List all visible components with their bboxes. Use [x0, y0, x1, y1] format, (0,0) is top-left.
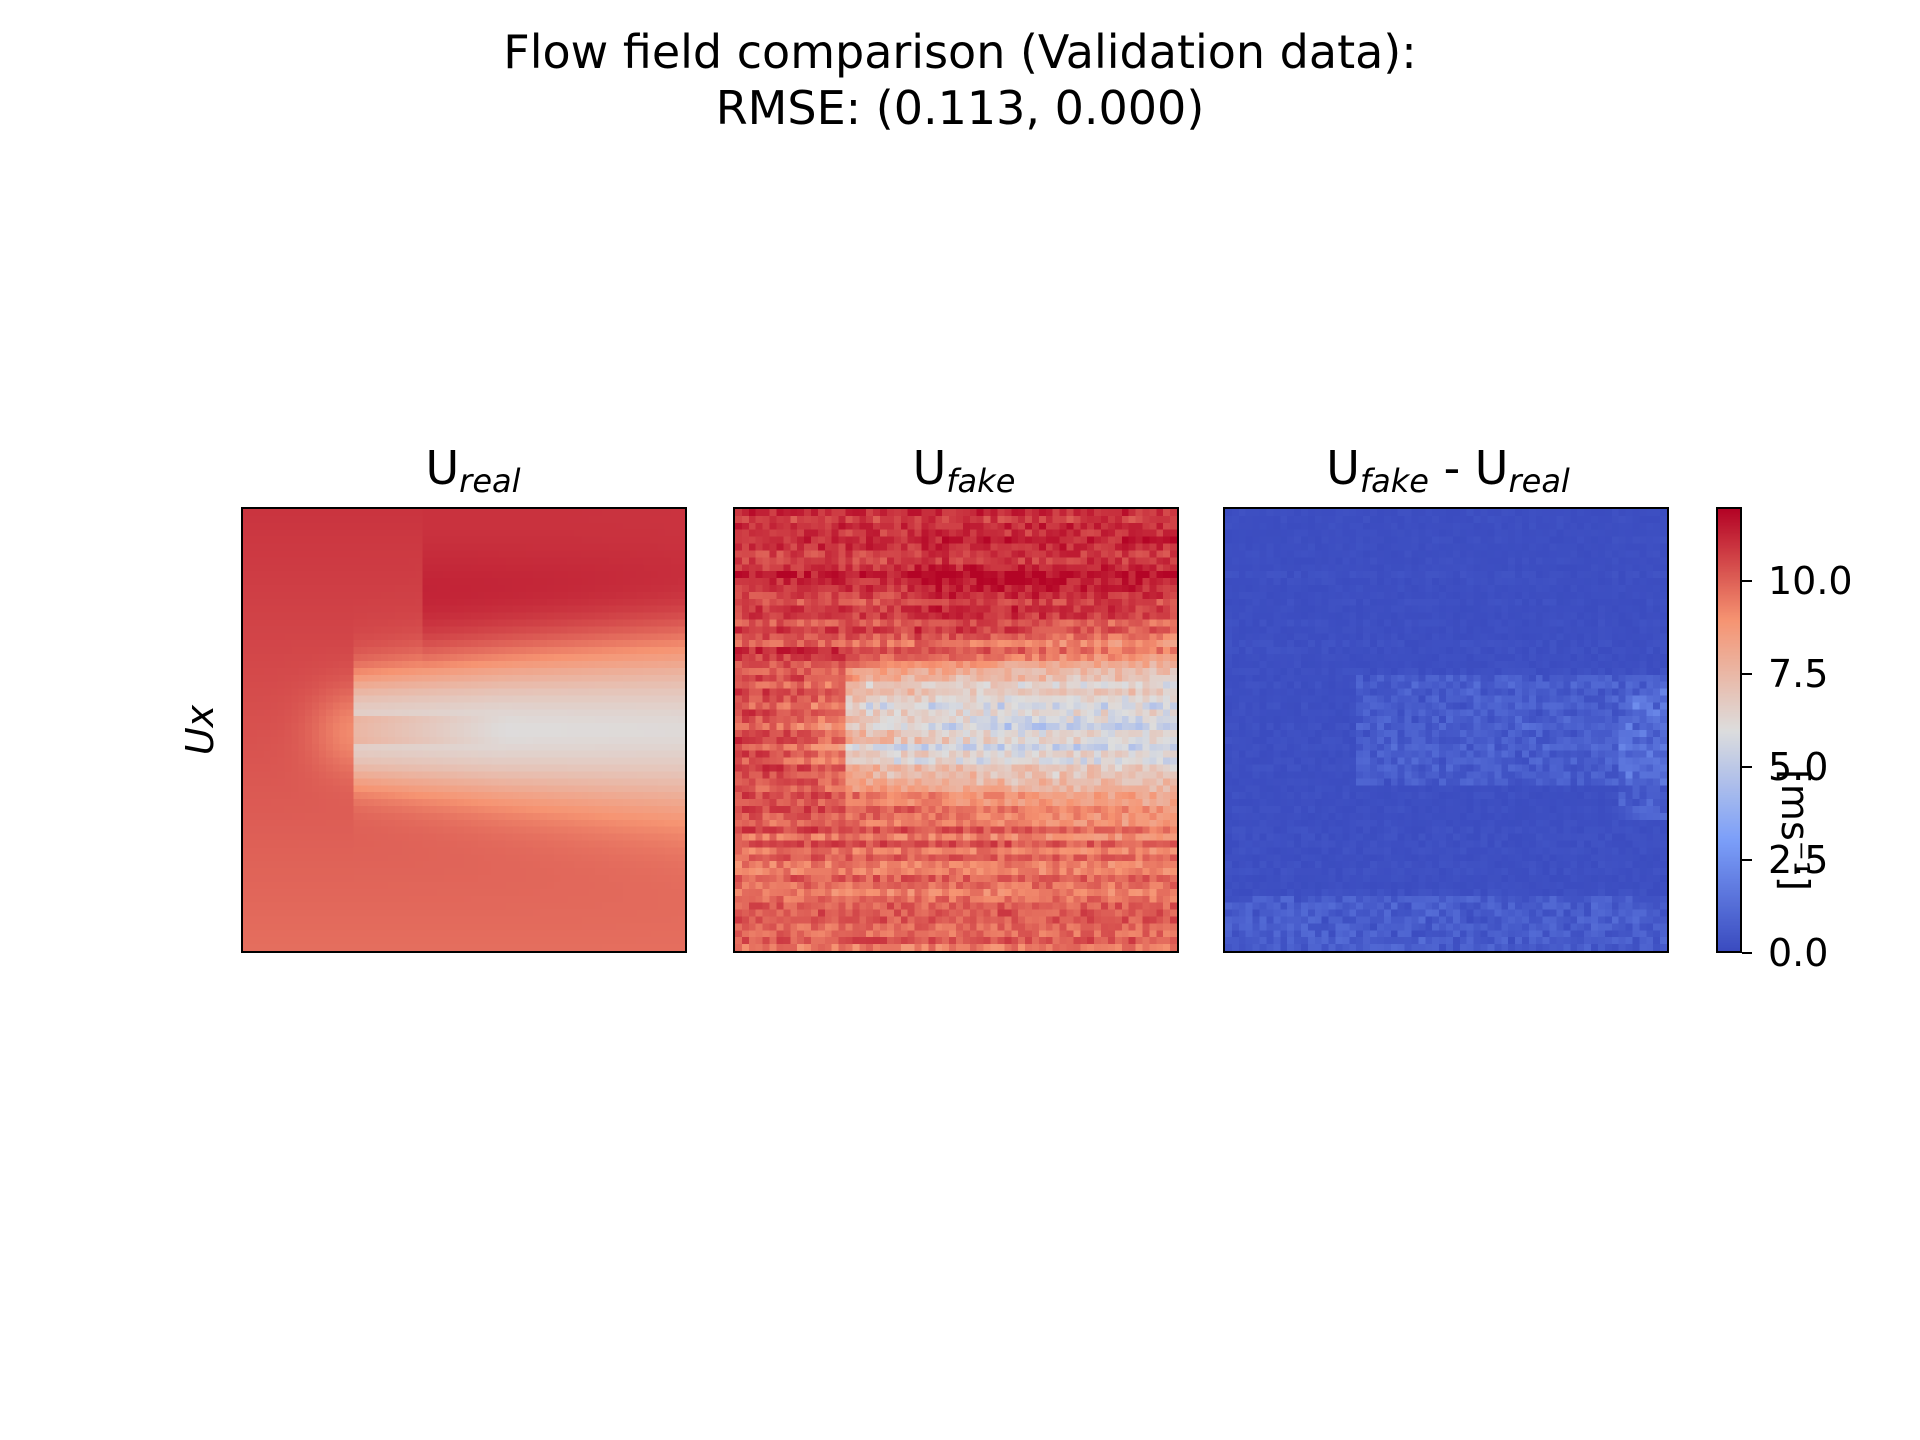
- heatmap-difference: [1223, 507, 1669, 953]
- colorbar-tick-label: 5.0: [1768, 745, 1829, 790]
- colorbar-tick: [1742, 673, 1752, 676]
- colorbar-tick-label: 10.0: [1768, 559, 1853, 604]
- colorbar-tick: [1742, 952, 1752, 954]
- heatmap-fake: [733, 507, 1179, 953]
- colorbar: [1716, 507, 1742, 953]
- title-line-2: RMSE: (0.113, 0.000): [715, 81, 1205, 135]
- title-line-1: Flow field comparison (Validation data):: [503, 25, 1417, 79]
- colorbar-tick-label: 0.0: [1768, 931, 1829, 975]
- colorbar-tick: [1742, 580, 1752, 583]
- colorbar-tick-label: 7.5: [1768, 652, 1829, 697]
- heatmap-real: [241, 507, 687, 953]
- colorbar-label: [ms⁻¹]: [1773, 769, 1817, 891]
- colorbar-tick-label: 2.5: [1768, 838, 1829, 883]
- colorbar-tick: [1742, 766, 1752, 769]
- row-label-ux: Ux: [178, 704, 222, 756]
- figure-title: Flow field comparison (Validation data):…: [0, 24, 1920, 136]
- panel-title-real: Ureal: [425, 441, 521, 500]
- panel-title-difference: Ufake - Ureal: [1326, 441, 1570, 500]
- colorbar-tick: [1742, 859, 1752, 862]
- panel-title-fake: Ufake: [912, 441, 1016, 500]
